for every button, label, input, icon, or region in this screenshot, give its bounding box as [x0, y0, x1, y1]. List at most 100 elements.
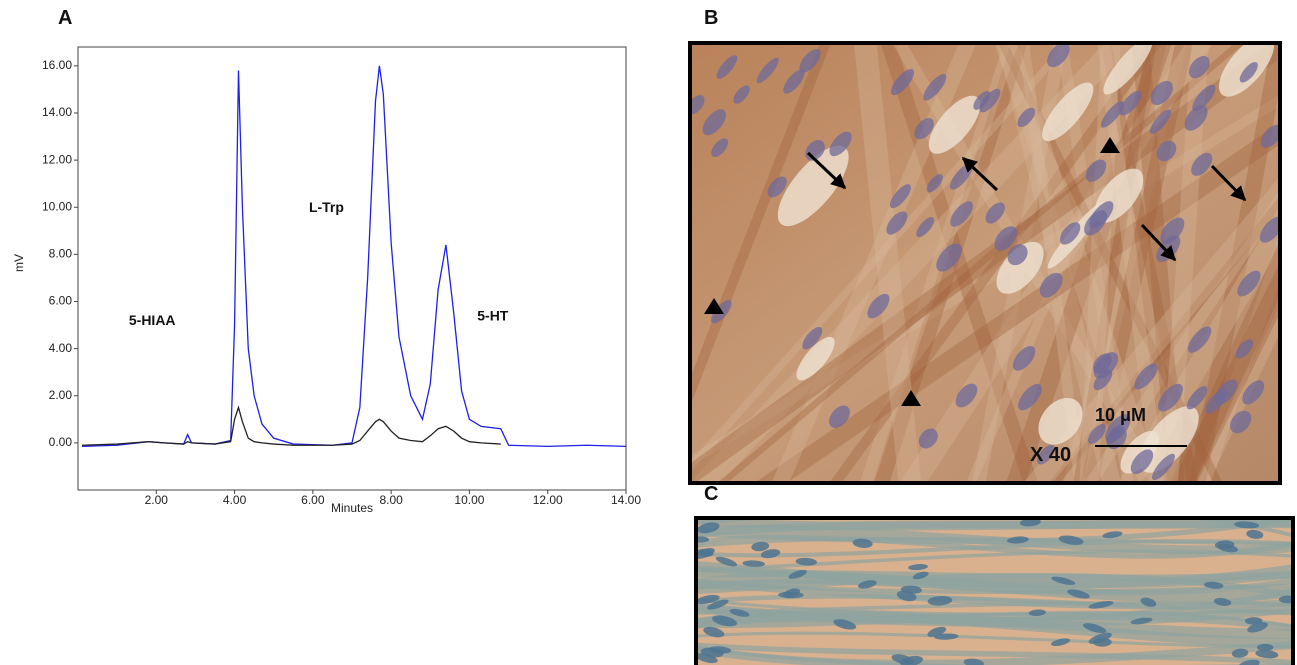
- nucleus: [1102, 531, 1123, 539]
- nucleus: [698, 522, 720, 534]
- chromatogram: mV Minutes 0.00 2.00 4.00 6.00 8.00 10.00 12.0…: [12, 46, 641, 515]
- nucleus: [1058, 535, 1084, 545]
- nucleus: [889, 184, 911, 209]
- nucleus: [1028, 609, 1047, 616]
- nucleus: [927, 626, 947, 637]
- arrowheads: [704, 137, 1120, 406]
- nucleus: [1087, 423, 1106, 445]
- fiber: [994, 45, 1162, 481]
- nucleus: [1007, 244, 1028, 266]
- nucleus: [890, 68, 915, 96]
- nucleus: [1246, 529, 1264, 539]
- x-tick-label: 12.00: [533, 493, 563, 507]
- nucleus: [1156, 140, 1177, 162]
- fiber: [692, 45, 1072, 471]
- nucleus: [1059, 222, 1081, 245]
- panel-label: B: [704, 7, 718, 29]
- nucleus: [955, 383, 978, 408]
- nucleus: [1230, 410, 1252, 434]
- nucleus: [1255, 649, 1279, 659]
- nucleus: [1205, 389, 1228, 414]
- nucleus: [1260, 124, 1278, 148]
- nucleus: [692, 95, 705, 115]
- scale-label: 10 μM: [1095, 405, 1146, 425]
- nucleus: [886, 211, 908, 235]
- fiber: [698, 612, 1291, 632]
- nucleus: [1067, 589, 1090, 599]
- nucleus: [829, 405, 850, 428]
- x-tick-label: 4.00: [223, 493, 247, 507]
- nucleus: [1140, 597, 1157, 607]
- y-tick-label: 14.00: [42, 105, 72, 119]
- nucleus: [698, 536, 710, 543]
- nucleus: [891, 654, 914, 665]
- plot-frame: [77, 46, 627, 491]
- nucleus: [1234, 521, 1260, 529]
- fiber: [692, 45, 831, 402]
- nucleus: [1012, 345, 1036, 371]
- nucleus: [742, 560, 766, 567]
- nucleus: [783, 69, 805, 94]
- nucleus: [1231, 648, 1249, 658]
- vacuole: [1139, 406, 1199, 473]
- nucleus: [782, 588, 801, 598]
- nucleus: [1134, 363, 1158, 390]
- histology-image-c: [694, 516, 1295, 665]
- y-tick-label: 10.00: [42, 199, 72, 213]
- fiber: [1024, 178, 1278, 481]
- nucleus: [833, 619, 857, 630]
- y-tick-label: 2.00: [49, 388, 73, 402]
- nucleus: [1017, 107, 1035, 128]
- vacuole: [1103, 45, 1153, 95]
- nucleus: [927, 596, 953, 606]
- nucleus: [715, 556, 738, 567]
- nucleus: [857, 580, 877, 589]
- nucleus: [788, 569, 807, 579]
- nucleus: [1244, 617, 1263, 625]
- nucleus: [1256, 643, 1274, 651]
- nucleus: [1242, 380, 1265, 405]
- nucleus: [912, 571, 929, 580]
- nucleus: [1119, 90, 1142, 116]
- nucleus: [703, 626, 725, 638]
- nucleus: [802, 327, 823, 350]
- histology-image-b: 10 μM X 40: [688, 41, 1282, 485]
- fiber: [1073, 45, 1157, 481]
- peak-annotation: 5-HT: [477, 307, 509, 323]
- fiber: [698, 569, 1291, 582]
- nucleus: [756, 57, 779, 84]
- nucleus: [711, 615, 738, 627]
- fiber: [698, 581, 1291, 610]
- fiber: [966, 45, 1159, 481]
- x-tick-label: 14.00: [611, 493, 641, 507]
- fiber: [1196, 309, 1278, 481]
- nucleus: [1018, 383, 1042, 411]
- y-tick-label: 4.00: [49, 341, 73, 355]
- nucleus: [1247, 622, 1268, 633]
- nucleus: [1204, 581, 1224, 589]
- tissue-texture: [692, 45, 1278, 481]
- nucleus: [923, 74, 947, 101]
- nucleus: [1184, 105, 1208, 131]
- fiber: [1195, 236, 1278, 481]
- nucleus: [709, 646, 732, 654]
- x-axis-label: Minutes: [331, 501, 373, 515]
- nucleus: [1047, 45, 1070, 68]
- nucleus: [1088, 601, 1114, 609]
- nucleus: [1037, 444, 1055, 465]
- nucleus: [767, 176, 787, 198]
- vacuole: [928, 95, 981, 154]
- nucleus: [985, 202, 1005, 224]
- nucleus: [1158, 383, 1183, 412]
- fiber: [1173, 266, 1278, 481]
- x-tick-label: 2.00: [145, 493, 169, 507]
- nucleus: [1130, 617, 1153, 625]
- fiber: [1006, 45, 1172, 481]
- tissue-texture: [698, 520, 1291, 665]
- nucleus: [1089, 201, 1114, 229]
- nucleus: [716, 55, 738, 79]
- nucleus: [1051, 576, 1076, 585]
- nucleus: [1191, 152, 1213, 176]
- nucleus: [698, 594, 720, 604]
